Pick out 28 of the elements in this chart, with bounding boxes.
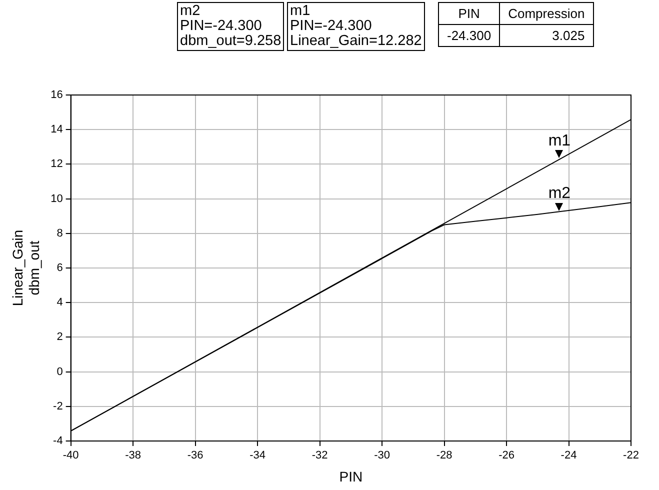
y-tick-label: 0 (56, 366, 63, 378)
x-tick-label: -28 (436, 450, 452, 462)
y-tick-label: 10 (50, 192, 63, 205)
annotation: m1 (548, 132, 571, 150)
y-tick-label: 14 (50, 124, 63, 136)
x-tick-label: -22 (623, 450, 639, 462)
x-tick-label: -36 (187, 450, 204, 462)
y-tick-label: 6 (56, 262, 63, 274)
x-tick-label: -34 (250, 450, 266, 462)
y-tick-label: 8 (56, 227, 63, 240)
x-tick-label: -26 (498, 450, 514, 462)
x-tick-label: -32 (312, 450, 328, 462)
x-tick-label: -24 (560, 450, 577, 462)
y-axis-title: Linear_Gain dbm_out (9, 230, 42, 306)
y-tick-label: 12 (50, 158, 63, 170)
x-tick-label: -40 (62, 450, 79, 462)
y-tick-label: -2 (53, 400, 63, 412)
x-tick-label: -30 (374, 450, 390, 462)
annotation: m2 (548, 185, 571, 202)
text: m1 PIN=-24.300 Linear_Gain=12.282 (287, 2, 425, 51)
y-tick-label: 2 (56, 331, 63, 344)
text: PIN Compression -24.300 3.025 (447, 6, 585, 43)
y-tick-label: -4 (53, 435, 63, 448)
x-axis-title: PIN (339, 468, 363, 484)
y-tick-label: 4 (56, 296, 63, 309)
x-tick-label: -38 (125, 450, 142, 462)
text: m2 PIN=-24.300 dbm_out=9.258 (177, 2, 284, 51)
y-tick-label: 16 (50, 89, 63, 102)
